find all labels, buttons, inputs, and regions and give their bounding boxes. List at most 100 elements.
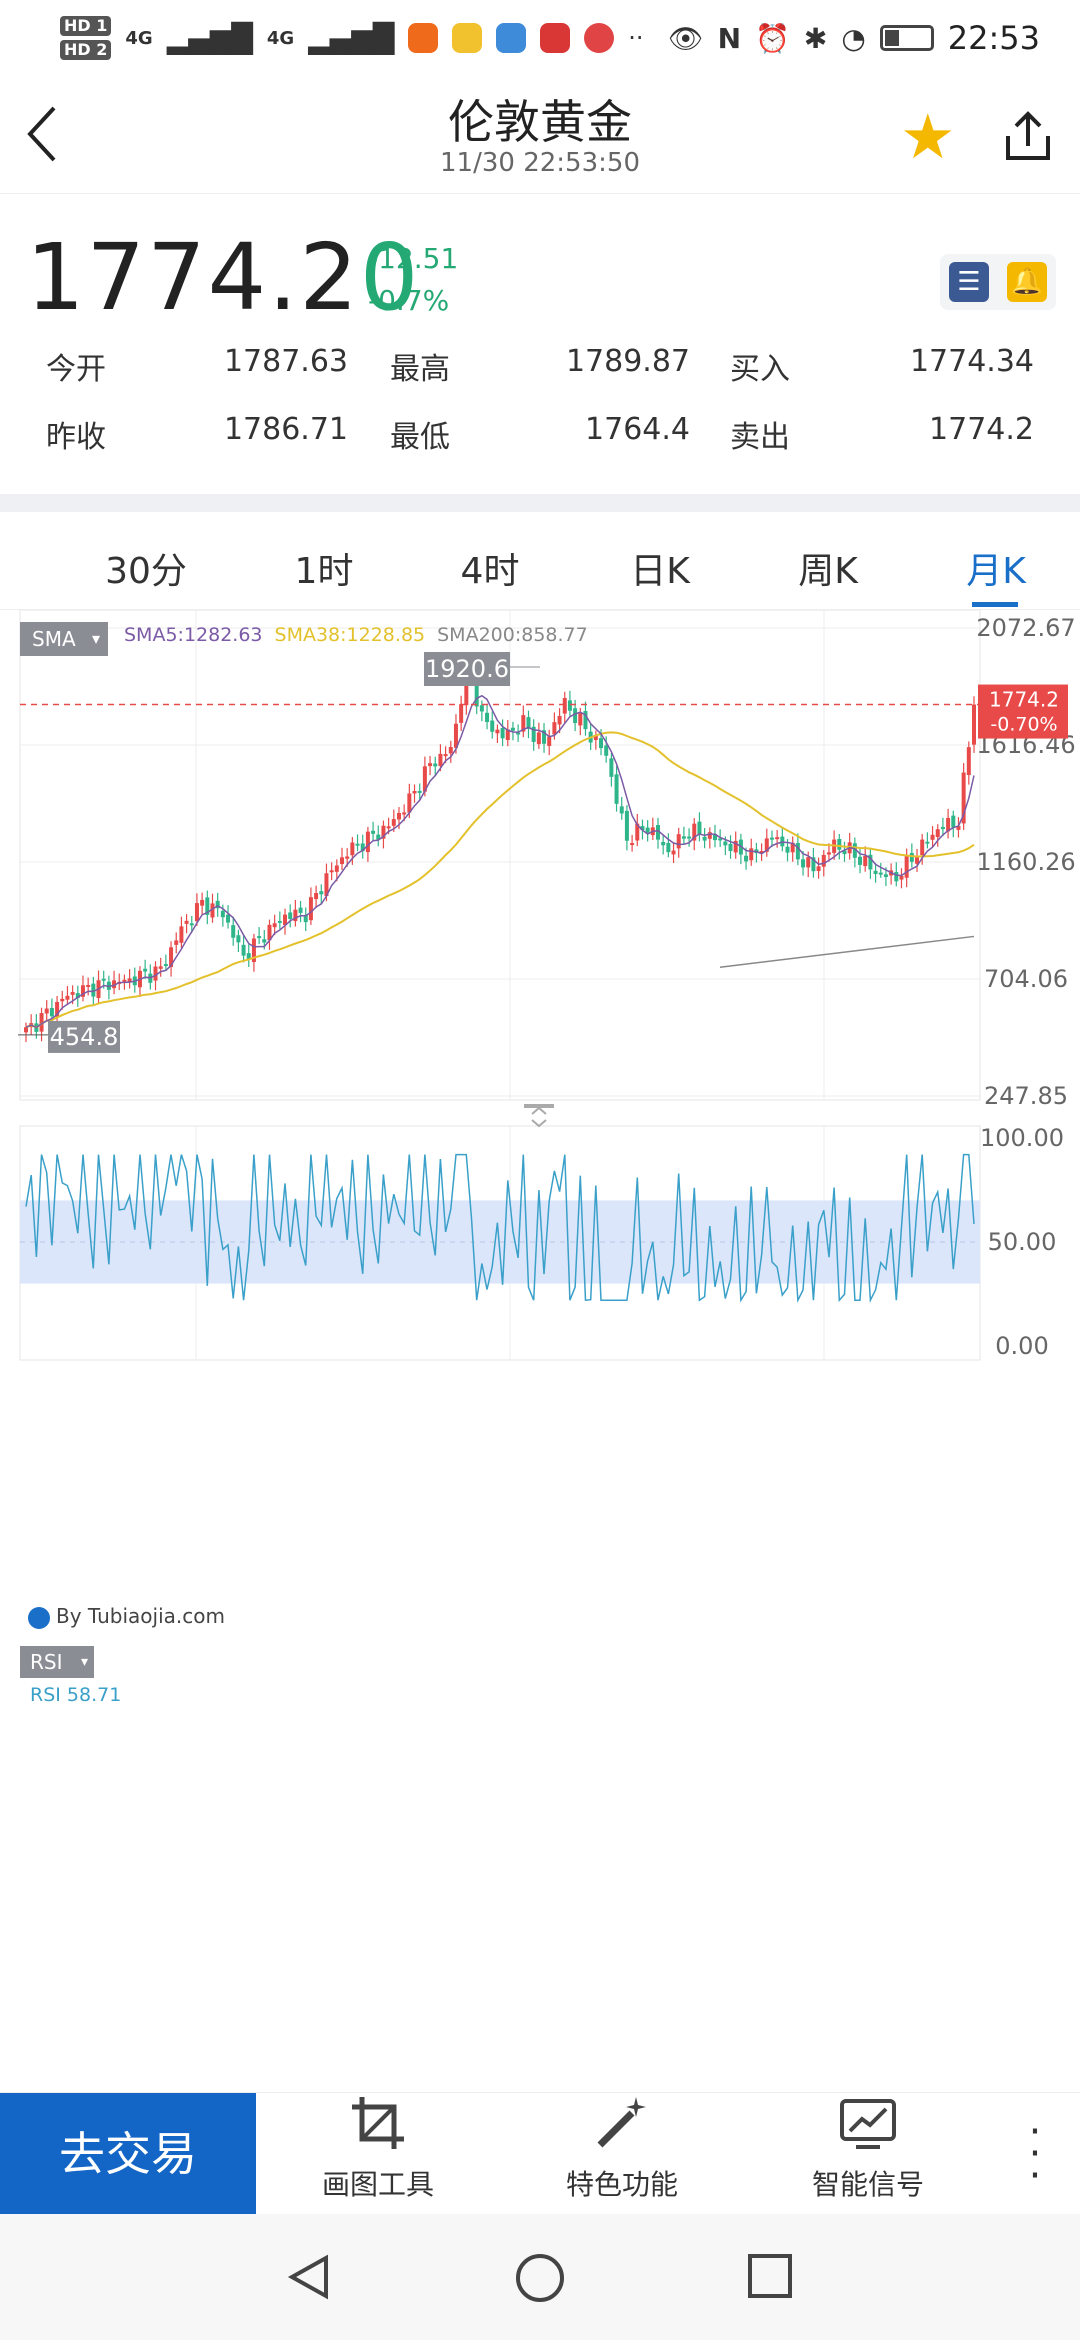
candle-body [495, 729, 500, 734]
quote-tools: ☰ 🔔 [940, 254, 1056, 310]
candle-body [552, 722, 557, 735]
candle-body [723, 841, 728, 846]
candle-body [334, 865, 339, 872]
network-type-1: 4G [125, 27, 153, 49]
candle-body [391, 819, 396, 826]
rsi-selector[interactable]: RSI [20, 1646, 94, 1678]
candle-body [453, 723, 458, 748]
stat-value: 1789.87 [565, 344, 690, 379]
candle-body [687, 836, 692, 839]
candle-body [821, 854, 826, 867]
nav-home-icon[interactable] [514, 2252, 566, 2304]
candle-body [578, 713, 583, 726]
candle-body [769, 837, 774, 840]
candle-body [795, 843, 800, 860]
candle-body [422, 766, 427, 792]
stat-value: 1786.71 [223, 412, 348, 447]
stat-label: 昨收 [46, 420, 106, 455]
back-button[interactable] [22, 102, 72, 172]
candle-body [329, 870, 334, 873]
drawing-tools-button[interactable]: 画图工具 [278, 2093, 478, 2215]
candle-body [293, 909, 298, 922]
price-main: 1774.2 [26, 224, 360, 331]
sma200-line [719, 935, 975, 968]
status-left: HD 1 HD 2 4G ▂▄▆█ 4G ▂▄▆█ ·· [60, 16, 644, 60]
chart-canvas[interactable]: 2072.671616.461160.26704.06247.852007-11… [0, 609, 1080, 2301]
candle-body [350, 842, 355, 856]
candle-body [345, 856, 350, 859]
share-button[interactable] [998, 106, 1058, 166]
candle-body [215, 900, 220, 909]
candle-body [479, 705, 484, 712]
kline-chart[interactable]: 2072.671616.461160.26704.06247.852007-11… [0, 609, 1080, 2301]
candle-body [112, 980, 117, 989]
candle-body [661, 841, 666, 846]
candle-body [324, 873, 329, 896]
section-divider [0, 494, 1080, 512]
candle-body [930, 834, 935, 840]
bell-icon[interactable]: 🔔 [1007, 262, 1047, 302]
tab-daily[interactable]: 日K [630, 551, 690, 592]
tab-1hour[interactable]: 1时 [294, 551, 354, 592]
candle-body [39, 1013, 44, 1032]
rsi-tick-label: 100.00 [980, 1124, 1064, 1152]
stats-row-1: 今开 1787.63 最高 1789.87 买入 1774.34 [0, 344, 1080, 394]
app-notification-icon-3 [540, 23, 571, 53]
candle-body [940, 826, 945, 830]
pane-resize-handle [524, 1104, 554, 1108]
current-price-tag [978, 684, 1068, 739]
nav-recents-icon[interactable] [746, 2252, 794, 2300]
favorite-star-icon[interactable]: ★ [900, 100, 956, 173]
candle-body [340, 857, 344, 865]
candle-body [355, 843, 360, 846]
features-label: 特色功能 [565, 2168, 678, 2201]
current-price-value: 1774.2 [989, 688, 1059, 712]
watermark-text: By Tubiaojia.com [56, 1604, 225, 1628]
candle-body [852, 843, 857, 858]
eye-icon: 👁 [668, 21, 704, 55]
max-price-label: 1920.6 [425, 655, 509, 683]
min-price-label: 454.8 [50, 1023, 119, 1051]
tab-weekly[interactable]: 周K [798, 551, 858, 592]
stat-value: 1774.2 [929, 412, 1034, 447]
candle-body [386, 826, 391, 829]
more-options-icon[interactable]: · · · [1028, 2109, 1042, 2199]
trade-button[interactable]: 去交易 [0, 2093, 256, 2215]
rsi-legend: RSI 58.71 [30, 1684, 122, 1706]
tab-30min[interactable]: 30分 [105, 551, 187, 592]
candle-body [806, 857, 811, 868]
candle-body [521, 715, 526, 732]
tab-monthly[interactable]: 月K [966, 551, 1026, 592]
candle-body [516, 732, 521, 735]
candle-body [956, 825, 961, 830]
indicator-selector[interactable]: SMA [20, 622, 108, 656]
change-percent: -0.7% [368, 284, 450, 317]
candle-body [837, 838, 842, 850]
sma200-legend: SMA200:858.77 [437, 624, 588, 646]
list-icon[interactable]: ☰ [949, 262, 989, 302]
candle-body [749, 848, 754, 861]
tab-4hour[interactable]: 4时 [460, 551, 520, 592]
nav-back-icon[interactable] [284, 2252, 334, 2302]
stat-label: 今开 [46, 352, 106, 387]
candle-body [241, 944, 246, 956]
candle-body [381, 825, 386, 839]
candle-body [65, 995, 70, 1000]
candle-body [44, 1008, 49, 1014]
candle-body [915, 857, 920, 864]
candle-body [630, 843, 635, 846]
candle-body [635, 823, 640, 841]
features-button[interactable]: 特色功能 [522, 2093, 722, 2215]
candle-body [707, 832, 712, 839]
y-tick-label: 1160.26 [976, 848, 1075, 876]
share-icon [1006, 111, 1050, 160]
sim-chip-2: HD 2 [60, 40, 112, 60]
candle-body [464, 679, 469, 706]
candle-body [200, 899, 205, 906]
weibo-notification-icon [452, 23, 483, 53]
page-title: 伦敦黄金 [448, 95, 632, 149]
smart-signal-button[interactable]: 智能信号 [768, 2093, 968, 2215]
back-arrow-icon [27, 106, 56, 162]
candle-body [536, 732, 541, 745]
candle-body [619, 806, 624, 814]
